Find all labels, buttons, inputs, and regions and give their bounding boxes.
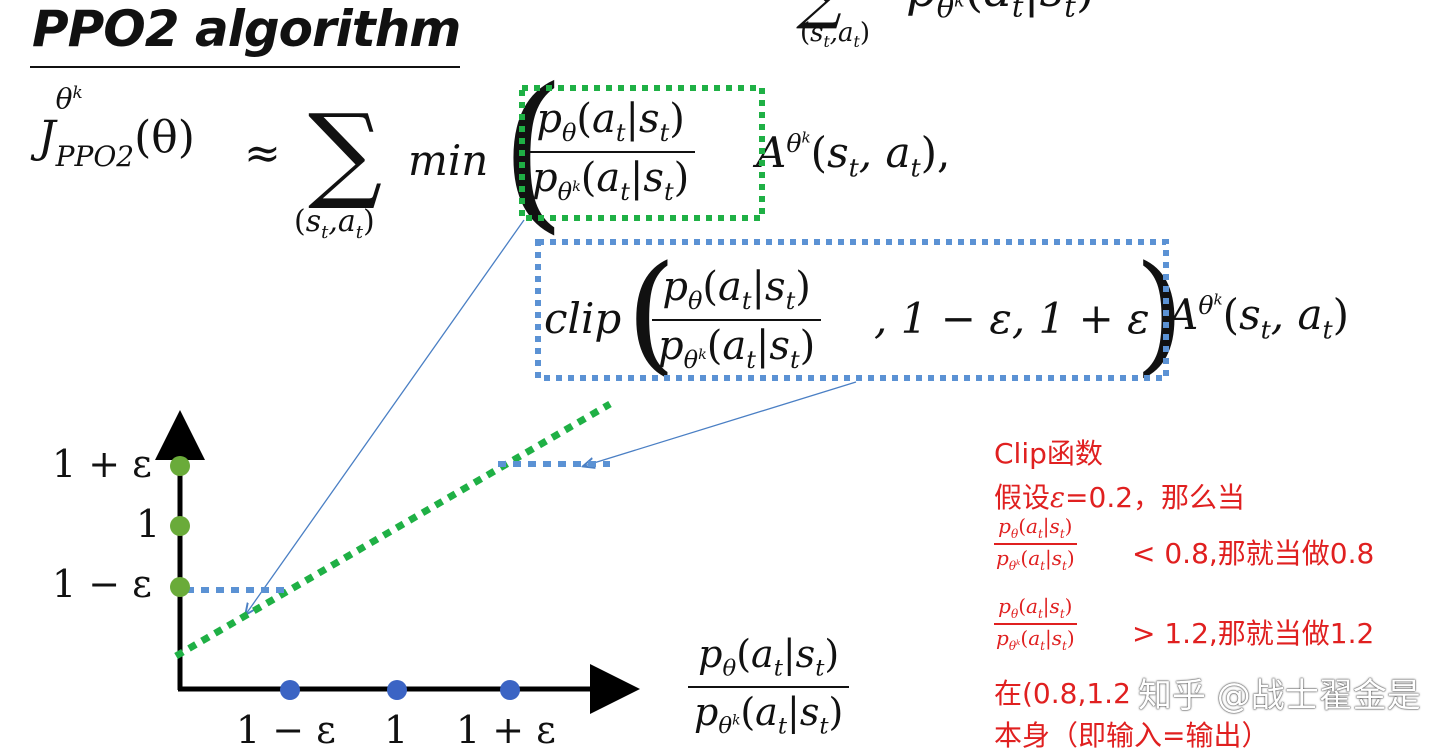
- sum-subscript: (st,at): [294, 204, 375, 243]
- approx-symbol: ≈: [244, 128, 281, 179]
- note-upper-clip: > 1.2,那就当做1.2: [1132, 617, 1375, 650]
- min-operator: min: [408, 136, 489, 185]
- x-tick-dot-1-minus-eps: [280, 680, 300, 700]
- note-identity-text: 本身（即输入=输出）: [994, 719, 1270, 752]
- x-tick-label-1-plus-eps: 1 + ε: [456, 708, 556, 752]
- y-tick-dot-1-minus-eps: [170, 577, 190, 597]
- clip-ratio-fraction: pθ(at|st) pθk(at|st): [652, 264, 822, 374]
- ratio-fraction: pθ(at|st) pθk(at|st): [526, 96, 696, 206]
- clip-right-paren: ): [1134, 237, 1185, 389]
- clip-bounds: , 1 − ε, 1 + ε: [874, 294, 1150, 343]
- note-title: Clip函数: [994, 437, 1103, 470]
- clip-pointer-line: [584, 381, 857, 466]
- clip-operator: clip: [544, 294, 622, 343]
- title-underline: [30, 66, 460, 68]
- sum-symbol: ∑: [308, 91, 383, 213]
- note-assumption: 假设ε=0.2，那么当: [994, 481, 1246, 514]
- site-watermark: 知乎 @战士翟金是: [1138, 676, 1421, 716]
- y-tick-dot-1-plus-eps: [170, 456, 190, 476]
- clip-highlight-box: [535, 239, 1169, 381]
- clip-left-paren: (: [626, 237, 677, 389]
- ratio-pointer-line: [246, 219, 525, 614]
- x-tick-dot-1: [387, 680, 407, 700]
- top-ratio-denominator: pθk(at|st): [906, 0, 1095, 24]
- top-sigma-partial: ∑: [796, 0, 842, 32]
- y-tick-dot-1: [170, 516, 190, 536]
- advantage-term: Aθk(st, at),: [756, 128, 951, 183]
- clip-advantage-term: Aθk(st, at): [1168, 290, 1350, 345]
- note-ratio-fraction-1: pθ(at|st) pθk(at|st): [994, 514, 1077, 573]
- y-tick-label-1: 1: [136, 502, 161, 546]
- x-tick-label-1: 1: [384, 708, 409, 752]
- note-ratio-fraction-2: pθ(at|st) pθk(at|st): [994, 594, 1077, 653]
- page-title: PPO2 algorithm: [32, 0, 461, 58]
- x-tick-dot-1-plus-eps: [500, 680, 520, 700]
- ratio-highlight-box: [519, 85, 765, 221]
- y-tick-label-1-plus-eps: 1 + ε: [52, 442, 152, 486]
- note-lower-clip: < 0.8,那就当做0.8: [1132, 537, 1375, 570]
- unclipped-ratio-line: [174, 400, 612, 660]
- x-tick-label-1-minus-eps: 1 − ε: [236, 708, 336, 752]
- y-tick-label-1-minus-eps: 1 − ε: [52, 562, 152, 606]
- x-axis-label: pθ(at|st) pθk(at|st): [688, 632, 850, 739]
- top-sigma-subscript: (st,at): [800, 18, 870, 52]
- note-range-text: 在(0.8,1.2: [994, 677, 1131, 710]
